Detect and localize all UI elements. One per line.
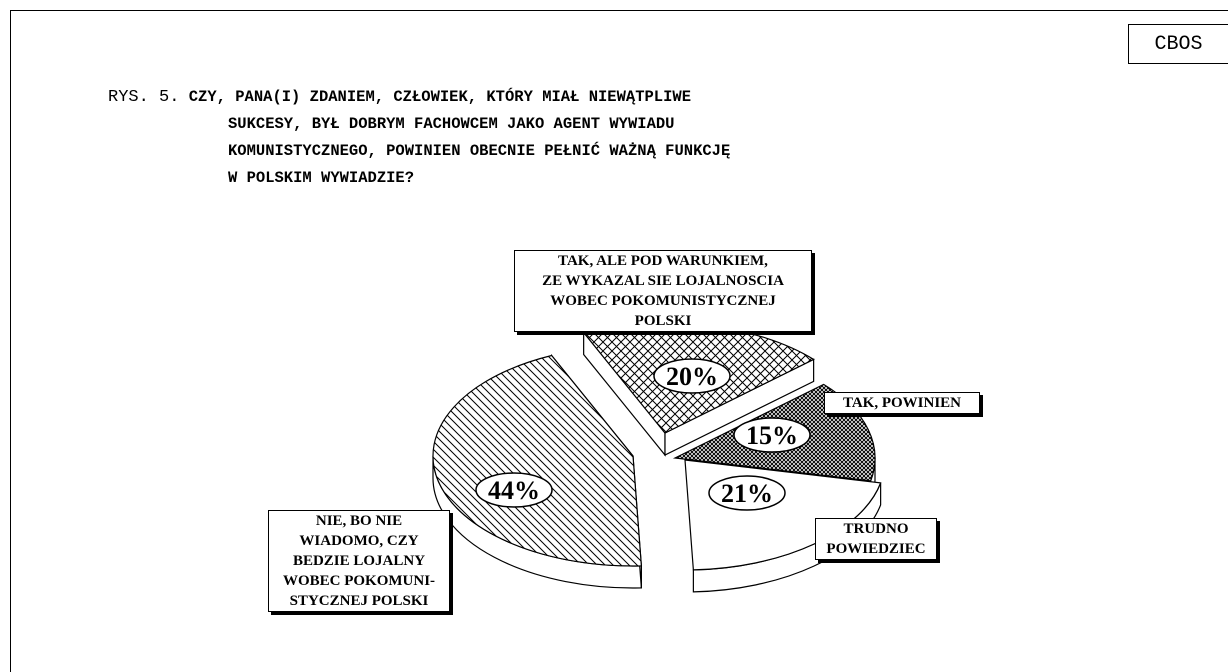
pie-category-label-line: BEDZIE LOJALNY (292, 553, 426, 569)
pie-category-label-line: TAK, POWINIEN (842, 395, 962, 411)
pie-category-label-line: WOBEC POKOMUNI- (282, 573, 436, 589)
pie-slice-4 (432, 353, 643, 589)
pie-category-label-line: WIADOMO, CZY (299, 533, 419, 549)
pie-value-text: 15% (746, 421, 798, 450)
pie-value-label-1: 20% (653, 358, 731, 394)
pie-category-label-1: TAK, ALE POD WARUNKIEM, ZE WYKAZAL SIE LO… (514, 250, 812, 332)
title-line-3: KOMUNISTYCZNEGO, POWINIEN OBECNIE PEŁNIĆ… (228, 142, 731, 160)
pie-value-text: 44% (488, 476, 540, 505)
figure-title: RYS. 5. CZY, PANA(I) ZDANIEM, CZŁOWIEK, … (108, 84, 1008, 192)
pie-category-label-3: TRUDNO POWIEDZIEC (815, 518, 937, 560)
pie-value-text: 21% (721, 479, 773, 508)
brand-label: CBOS (1128, 24, 1228, 64)
pie-slices (432, 322, 882, 593)
pie-value-label-3: 21% (708, 475, 786, 511)
title-line-2: SUKCESY, BYŁ DOBRYM FACHOWCEM JAKO AGENT… (228, 115, 675, 133)
pie-category-label-line: NIE, BO NIE (315, 513, 403, 529)
title-text-1: CZY, PANA(I) ZDANIEM, CZŁOWIEK, KTÓRY MI… (188, 88, 692, 106)
title-line-1: RYS. 5. CZY, PANA(I) ZDANIEM, CZŁOWIEK, … (108, 84, 1008, 111)
pie-value-label-2: 15% (733, 417, 811, 453)
pie-category-label-2: TAK, POWINIEN (824, 392, 980, 414)
pie-category-label-line: ZE WYKAZAL SIE LOJALNOSCIA (542, 273, 784, 289)
pie-slice-top (432, 354, 643, 567)
pie-value-text: 20% (666, 362, 718, 391)
pie-category-label-line: WOBEC POKOMUNISTYCZNEJ (550, 293, 776, 309)
title-line-4: W POLSKIM WYWIADZIE? (228, 169, 415, 187)
pie-value-labels: 20% 15% 21% 44% (475, 358, 811, 511)
pie-category-label-line: POLSKI (634, 313, 692, 329)
frame-top-border (10, 10, 1228, 11)
pie-category-label-line: TAK, ALE POD WARUNKIEM, (558, 253, 768, 269)
pie-category-label-line: POWIEDZIEC (826, 541, 926, 557)
pie-value-label-4: 44% (475, 472, 553, 508)
pie-category-label-4: NIE, BO NIE WIADOMO, CZY BEDZIE LOJALNY WOB… (268, 510, 450, 612)
pie-category-label-line: STYCZNEJ POLSKI (289, 593, 429, 609)
figure-prefix: RYS. 5. (108, 88, 180, 107)
frame-left-border (10, 10, 11, 672)
pie-category-label-line: TRUDNO (843, 521, 909, 537)
